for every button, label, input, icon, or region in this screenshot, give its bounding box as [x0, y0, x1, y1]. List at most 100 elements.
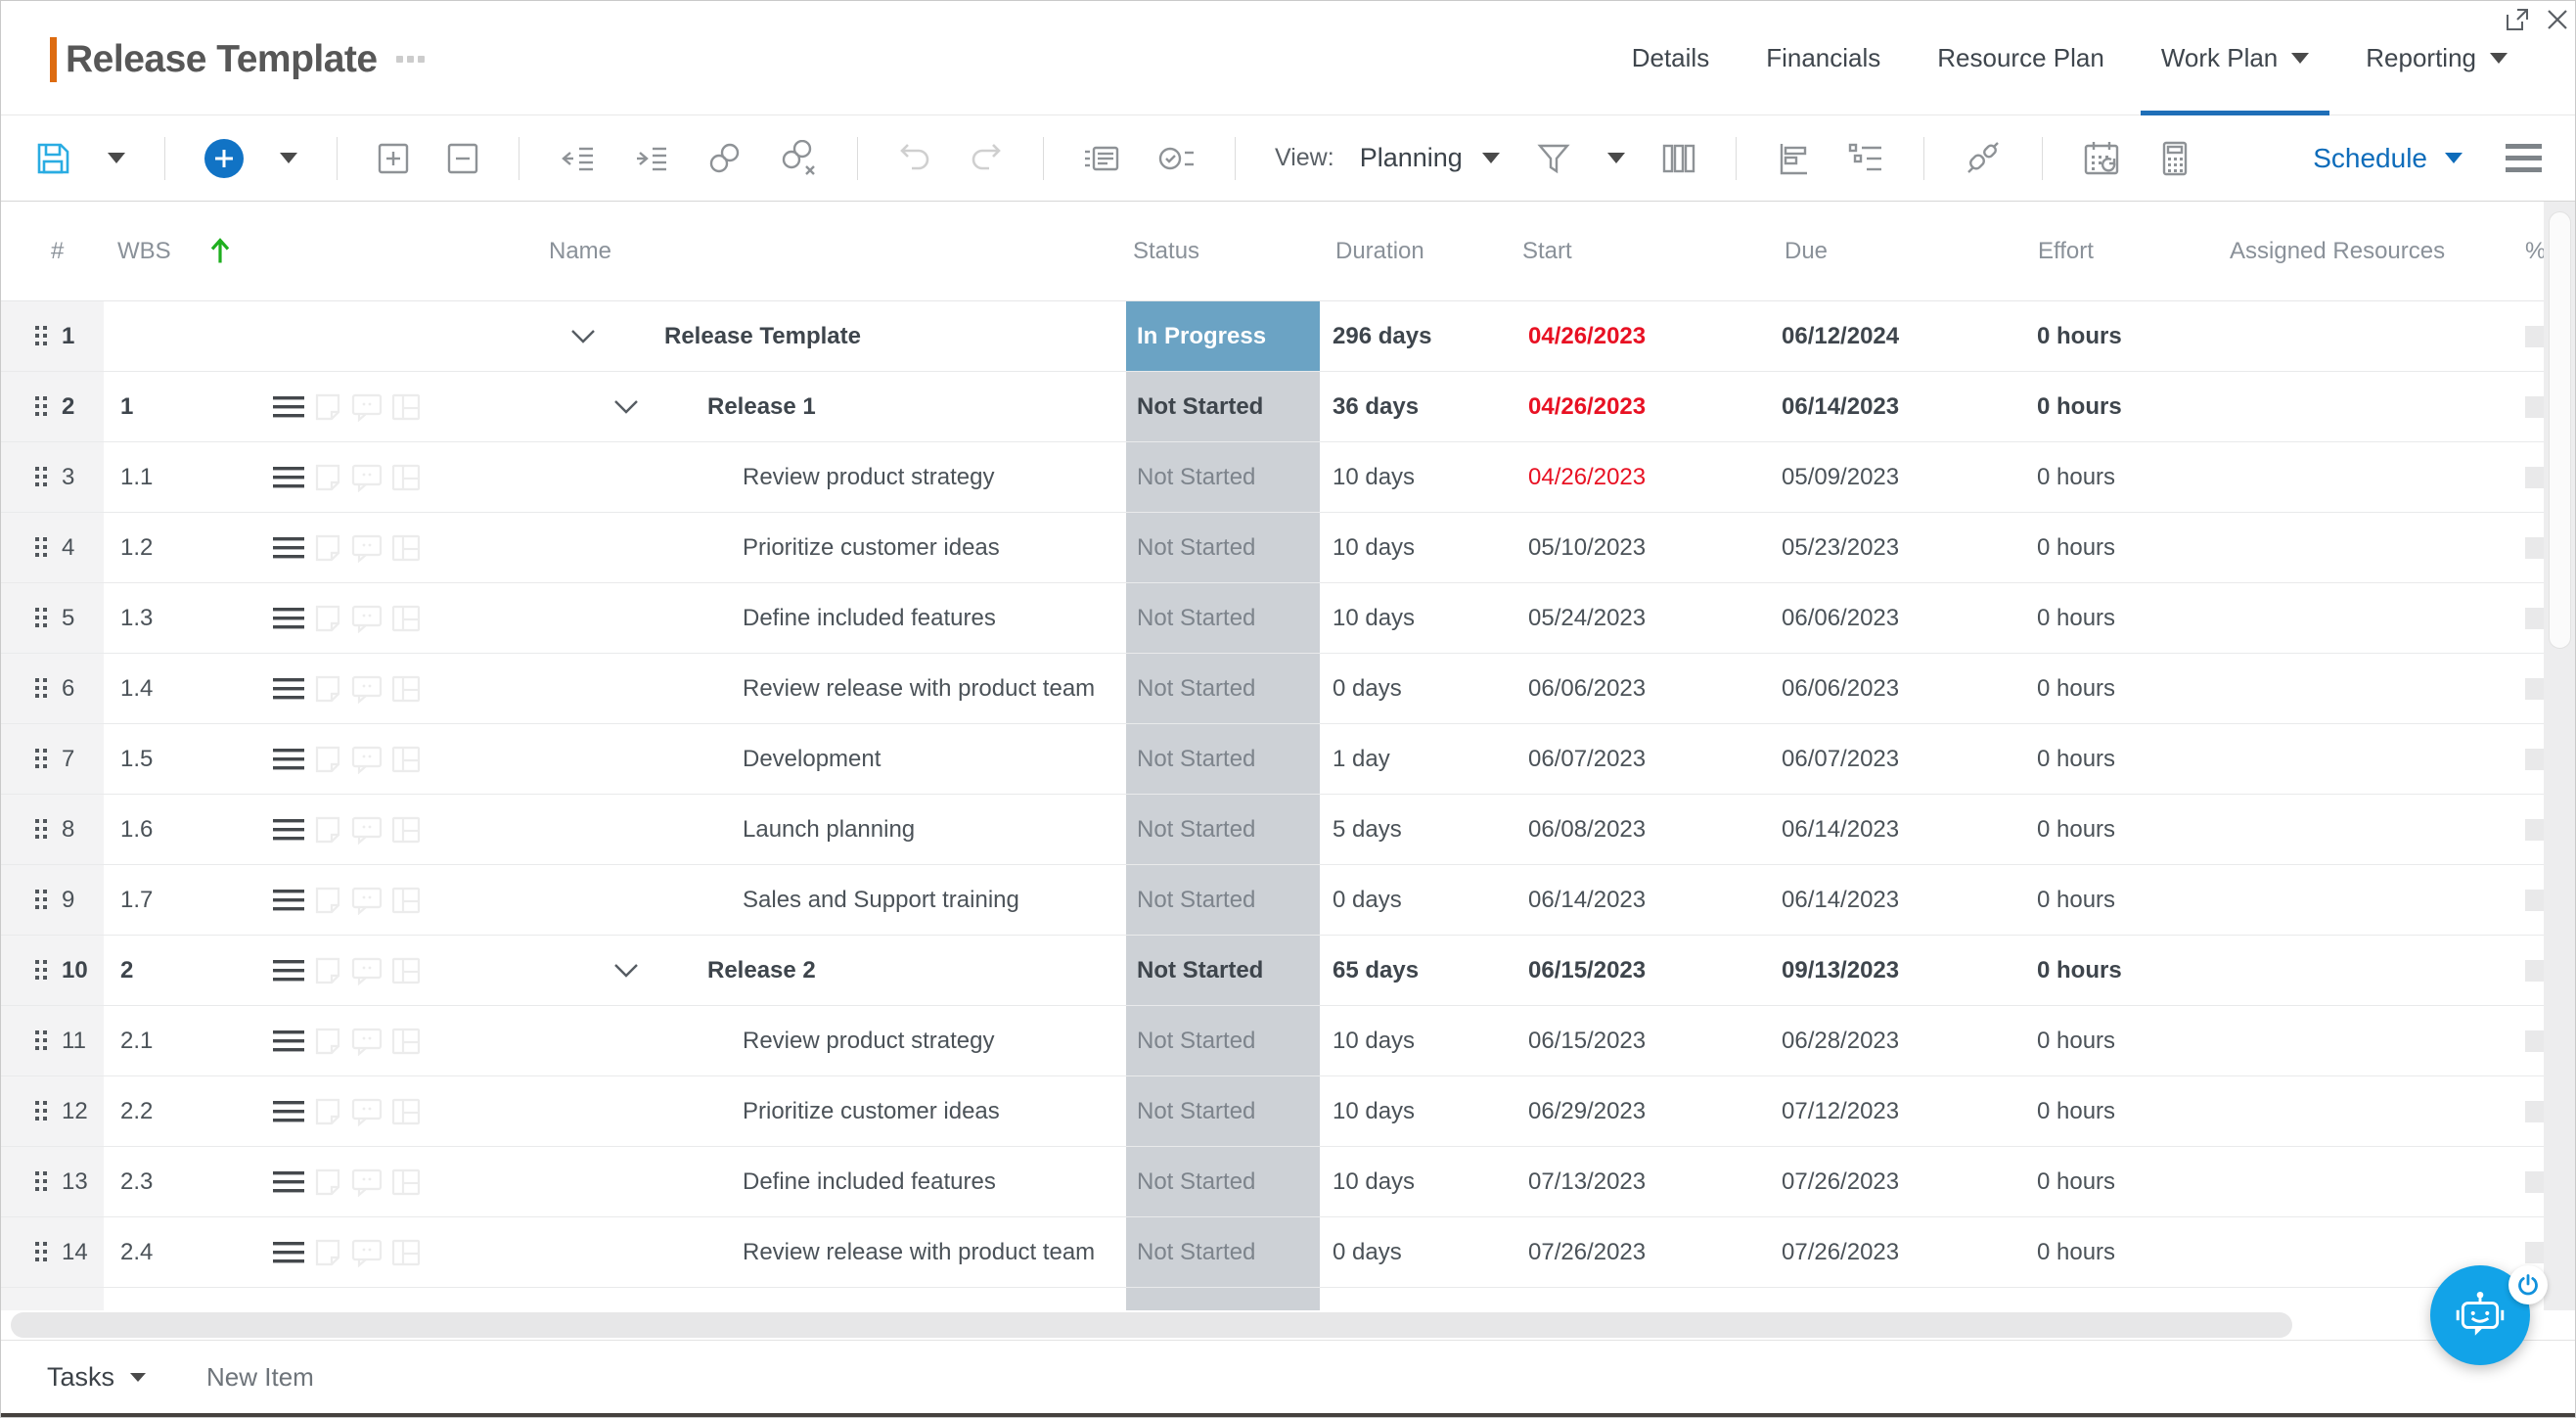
comments-icon[interactable]	[351, 745, 383, 774]
task-name-cell[interactable]: Development	[743, 745, 881, 772]
notes-icon[interactable]	[313, 956, 342, 985]
task-name-cell[interactable]: Prioritize customer ideas	[743, 1097, 1000, 1124]
effort-cell[interactable]: 0 hours	[2037, 1027, 2116, 1054]
task-name-cell[interactable]: Define included features	[743, 604, 996, 631]
comments-icon[interactable]	[351, 1238, 383, 1267]
sort-ascending-icon[interactable]	[208, 202, 232, 300]
column-header-due[interactable]: Due	[1785, 237, 1829, 264]
assigned-resources-cell[interactable]	[2227, 1147, 2515, 1216]
schedule-dropdown[interactable]: Schedule	[2313, 143, 2463, 174]
row-menu-icon[interactable]	[273, 1100, 304, 1123]
vertical-scrollbar-thumb[interactable]	[2549, 211, 2571, 649]
reschedule-button[interactable]	[2082, 140, 2121, 177]
due-date-cell[interactable]: 06/06/2023	[1782, 674, 1900, 702]
wbs-cell[interactable]: 1.4	[120, 674, 154, 702]
notes-icon[interactable]	[313, 1097, 342, 1126]
close-icon[interactable]	[2546, 8, 2569, 31]
tab-resource-plan[interactable]: Resource Plan	[1909, 1, 2133, 114]
task-name-cell[interactable]: Review product strategy	[743, 463, 995, 490]
due-date-cell[interactable]: 05/23/2023	[1782, 533, 1900, 561]
due-date-cell[interactable]: 06/28/2023	[1782, 1027, 1900, 1054]
notes-icon[interactable]	[313, 604, 342, 633]
drag-handle-icon[interactable]	[34, 395, 49, 418]
assigned-resources-cell[interactable]	[2227, 865, 2515, 935]
comments-icon[interactable]	[351, 815, 383, 845]
row-handle-cell[interactable]: 2	[1, 372, 104, 441]
notes-icon[interactable]	[313, 1027, 342, 1056]
effort-cell[interactable]: 0 hours	[2037, 1167, 2116, 1195]
percent-complete-cell[interactable]	[2525, 513, 2575, 582]
comments-icon[interactable]	[351, 1027, 383, 1056]
wbs-cell[interactable]: 1.7	[120, 886, 154, 913]
column-header-num[interactable]: #	[51, 237, 65, 264]
start-date-cell[interactable]: 04/26/2023	[1528, 463, 1647, 490]
percent-complete-cell[interactable]	[2525, 1217, 2575, 1287]
percent-complete-cell[interactable]	[2525, 442, 2575, 512]
view-dropdown-icon[interactable]	[1481, 153, 1500, 163]
redo-button[interactable]	[969, 141, 1004, 176]
row-menu-icon[interactable]	[273, 818, 304, 842]
task-name-cell[interactable]: Release Template	[559, 301, 1126, 371]
duration-cell[interactable]: 10 days	[1333, 604, 1416, 631]
status-cell[interactable]: Not Started	[1126, 1147, 1320, 1216]
due-date-cell[interactable]: 06/12/2024	[1782, 322, 1900, 349]
assigned-resources-cell[interactable]	[2227, 724, 2515, 794]
duration-cell[interactable]: 0 days	[1333, 674, 1402, 702]
effort-cell[interactable]: 0 hours	[2037, 956, 2122, 983]
board-icon[interactable]	[391, 1167, 421, 1197]
tab-reporting[interactable]: Reporting	[2337, 1, 2536, 114]
row-menu-icon[interactable]	[273, 748, 304, 771]
row-handle-cell[interactable]: 5	[1, 583, 104, 653]
expand-all-button[interactable]	[377, 142, 410, 175]
percent-complete-cell[interactable]	[2525, 936, 2575, 1005]
duration-cell[interactable]: 10 days	[1333, 1027, 1416, 1054]
tab-details[interactable]: Details	[1604, 1, 1738, 114]
wbs-cell[interactable]	[104, 301, 265, 371]
duration-cell[interactable]: 0 days	[1333, 886, 1402, 913]
comments-icon[interactable]	[351, 956, 383, 985]
task-name-cell[interactable]: Sales and Support training	[743, 886, 1019, 913]
wbs-cell[interactable]: 1.2	[120, 533, 154, 561]
comments-icon[interactable]	[351, 392, 383, 422]
wbs-cell[interactable]: 2.1	[120, 1027, 154, 1054]
duration-cell[interactable]: 10 days	[1333, 463, 1416, 490]
outdent-button[interactable]	[559, 142, 596, 175]
notes-icon[interactable]	[313, 1167, 342, 1197]
notes-icon[interactable]	[313, 463, 342, 492]
start-date-cell[interactable]: 07/26/2023	[1528, 1238, 1647, 1265]
duration-cell[interactable]: 0 days	[1333, 1238, 1402, 1265]
task-name-cell[interactable]: Launch planning	[743, 815, 916, 843]
undo-button[interactable]	[897, 141, 932, 176]
status-cell[interactable]: Not Started	[1126, 936, 1320, 1005]
row-menu-icon[interactable]	[273, 959, 304, 983]
collapse-chevron-icon[interactable]	[613, 963, 639, 979]
collapse-chevron-icon[interactable]	[570, 329, 596, 344]
comments-icon[interactable]	[351, 533, 383, 563]
wbs-cell[interactable]: 1.3	[120, 604, 154, 631]
status-cell[interactable]: Not Started	[1126, 442, 1320, 512]
collapse-chevron-icon[interactable]	[613, 399, 639, 415]
popout-icon[interactable]	[2505, 7, 2530, 32]
notes-icon[interactable]	[313, 886, 342, 915]
row-menu-icon[interactable]	[273, 1241, 304, 1264]
effort-cell[interactable]: 0 hours	[2037, 604, 2116, 631]
duration-cell[interactable]: 296 days	[1333, 322, 1432, 349]
duration-cell[interactable]: 10 days	[1333, 1097, 1416, 1124]
add-dropdown-button[interactable]	[280, 153, 297, 163]
drag-handle-icon[interactable]	[34, 325, 49, 347]
column-header-start[interactable]: Start	[1522, 237, 1572, 264]
effort-cell[interactable]: 0 hours	[2037, 533, 2116, 561]
due-date-cell[interactable]: 06/06/2023	[1782, 604, 1900, 631]
due-date-cell[interactable]: 07/12/2023	[1782, 1097, 1900, 1124]
assigned-resources-cell[interactable]	[2227, 795, 2515, 864]
board-icon[interactable]	[391, 604, 421, 633]
start-date-cell[interactable]: 04/26/2023	[1528, 322, 1647, 349]
assigned-resources-cell[interactable]	[2227, 372, 2515, 441]
due-date-cell[interactable]: 06/14/2023	[1782, 815, 1900, 843]
column-header-duration[interactable]: Duration	[1335, 237, 1424, 264]
drag-handle-icon[interactable]	[34, 959, 49, 982]
task-name-cell[interactable]: Release 2	[559, 936, 1126, 1005]
notes-icon[interactable]	[313, 674, 342, 704]
effort-cell[interactable]: 0 hours	[2037, 463, 2116, 490]
row-menu-icon[interactable]	[273, 677, 304, 701]
